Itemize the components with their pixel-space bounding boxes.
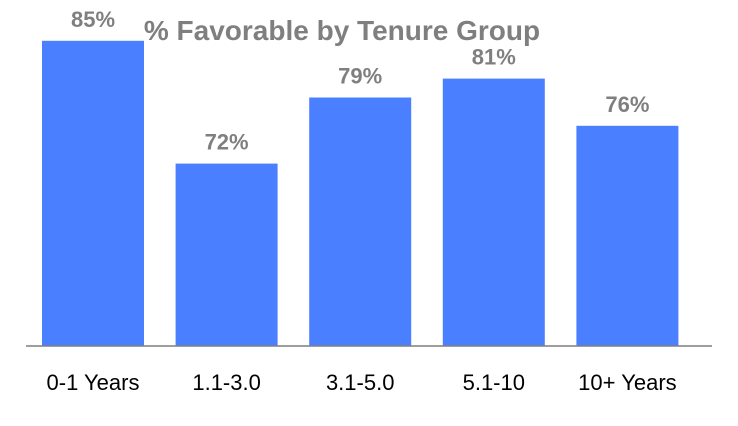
data-label-2: 79% — [338, 64, 382, 89]
x-tick-label-3: 5.1-10 — [463, 370, 525, 395]
x-tick-label-1: 1.1-3.0 — [192, 370, 261, 395]
chart-title: % Favorable by Tenure Group — [144, 15, 540, 46]
data-labels-group: 85% 72% 79% 81% 76% — [71, 7, 649, 155]
x-tick-labels-group: 0-1 Years 1.1-3.0 3.1-5.0 5.1-10 10+ Years — [47, 370, 677, 395]
data-label-4: 76% — [605, 92, 649, 117]
bar-2 — [309, 97, 412, 346]
x-tick-label-4: 10+ Years — [578, 370, 676, 395]
bar-1 — [175, 163, 278, 346]
bar-0 — [42, 40, 144, 347]
x-tick-label-2: 3.1-5.0 — [326, 370, 395, 395]
bar-4 — [576, 125, 679, 346]
data-label-3: 81% — [472, 45, 516, 70]
x-tick-label-0: 0-1 Years — [47, 370, 140, 395]
bars-group — [42, 40, 679, 347]
bar-3 — [442, 78, 545, 346]
data-label-1: 72% — [205, 130, 249, 155]
data-label-0: 85% — [71, 7, 115, 32]
